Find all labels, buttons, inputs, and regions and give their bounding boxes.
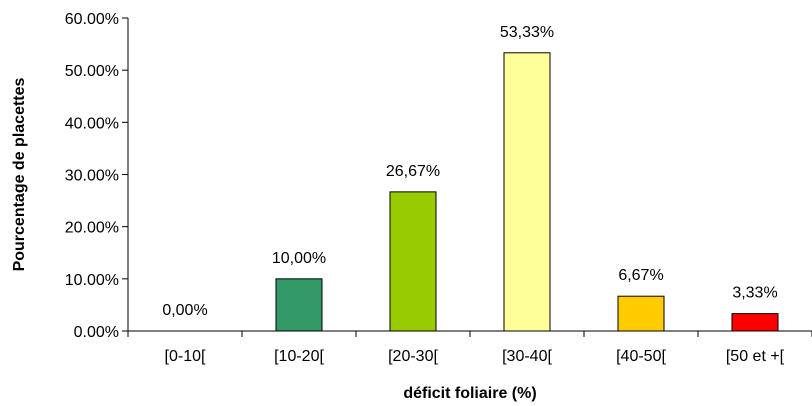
x-axis-ticks bbox=[127, 331, 812, 337]
bar bbox=[731, 313, 779, 332]
y-tick-label: 20.00% bbox=[65, 220, 119, 237]
bar bbox=[389, 191, 437, 332]
y-axis-title: Pourcentage de placettes bbox=[11, 77, 28, 271]
bar bbox=[617, 295, 665, 332]
x-tick-label: [0-10[ bbox=[165, 348, 206, 365]
data-label: 53,33% bbox=[500, 24, 554, 41]
data-labels: 0,00% 10,00% 26,67% 53,33% 6,67% 3,33% bbox=[162, 24, 777, 319]
bars bbox=[275, 52, 779, 332]
data-label: 26,67% bbox=[386, 163, 440, 180]
x-tick-label: [30-40[ bbox=[502, 348, 552, 365]
bar bbox=[275, 278, 323, 332]
x-tick-label: [50 et +[ bbox=[726, 348, 785, 365]
data-label: 0,00% bbox=[162, 302, 207, 319]
data-label: 3,33% bbox=[732, 285, 777, 302]
y-axis-ticks bbox=[122, 17, 128, 332]
x-tick-label: [40-50[ bbox=[616, 348, 666, 365]
x-tick-label: [20-30[ bbox=[388, 348, 438, 365]
x-axis-tick-labels: [0-10[ [10-20[ [20-30[ [30-40[ [40-50[ [50 et… bbox=[165, 348, 785, 365]
data-label: 6,67% bbox=[618, 267, 663, 284]
y-tick-label: 60.00% bbox=[65, 11, 119, 28]
y-tick-label: 0.00% bbox=[74, 324, 119, 341]
y-tick-label: 10.00% bbox=[65, 272, 119, 289]
x-tick-label: [10-20[ bbox=[274, 348, 324, 365]
x-axis-title: déficit foliaire (%) bbox=[403, 385, 536, 402]
y-axis-tick-labels: 0.00% 10.00% 20.00% 30.00% 40.00% 50.00% 60.00… bbox=[65, 11, 119, 341]
y-tick-label: 50.00% bbox=[65, 63, 119, 80]
y-tick-label: 30.00% bbox=[65, 168, 119, 185]
y-tick-label: 40.00% bbox=[65, 115, 119, 132]
data-label: 10,00% bbox=[272, 250, 326, 267]
bar bbox=[503, 52, 551, 332]
